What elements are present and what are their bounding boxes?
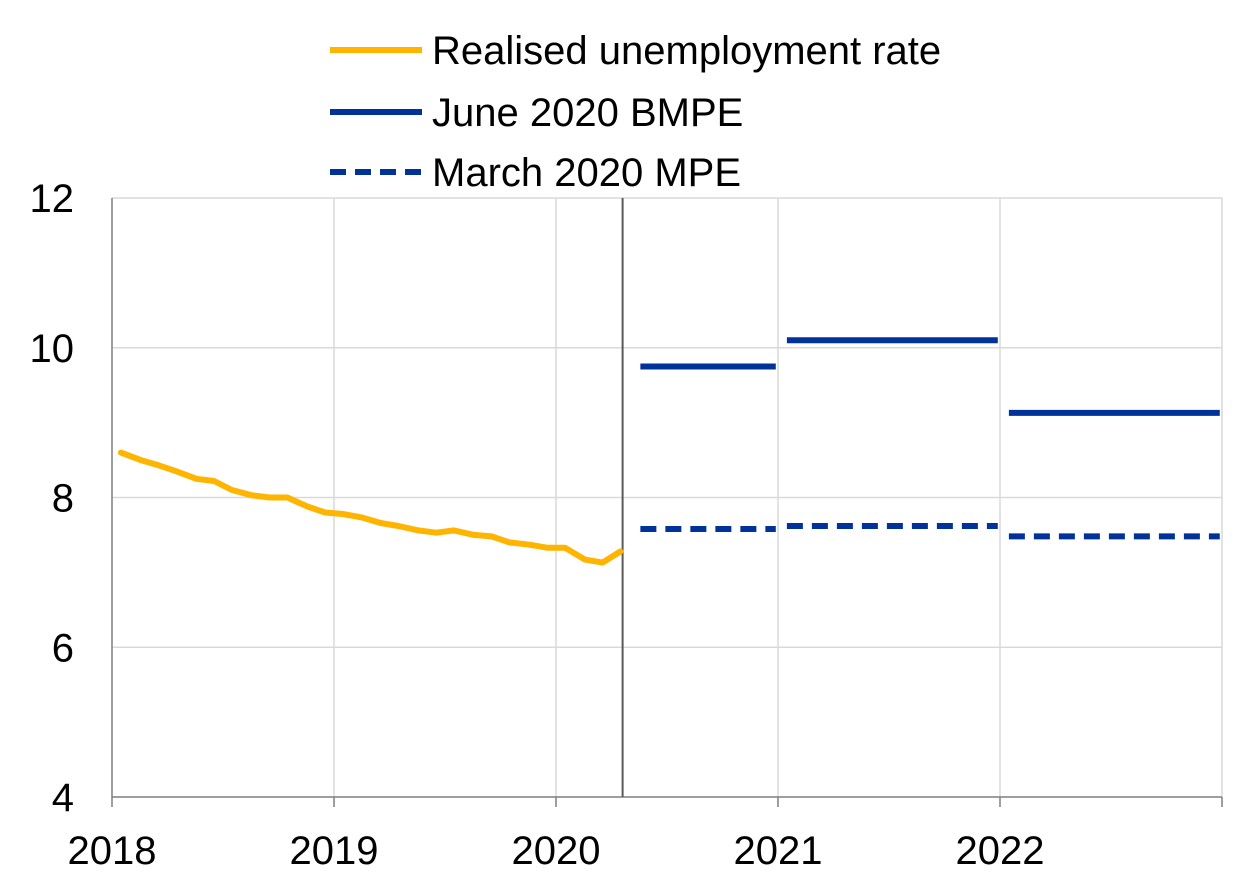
- x-tick-label: 2022: [956, 829, 1045, 873]
- series-line-realised: [117, 449, 624, 566]
- legend-label: June 2020 BMPE: [432, 91, 743, 135]
- y-tick-label: 10: [30, 327, 75, 371]
- y-tick-label: 6: [52, 626, 74, 670]
- x-tick-label: 2018: [68, 829, 157, 873]
- y-tick-label: 8: [52, 477, 74, 521]
- x-tick-label: 2019: [290, 829, 379, 873]
- legend-label: March 2020 MPE: [432, 151, 741, 195]
- legend: Realised unemployment rate June 2020 BMPE…: [330, 29, 941, 195]
- x-tick-label: 2020: [512, 829, 601, 873]
- gridlines: [112, 197, 1223, 797]
- series: [117, 337, 1220, 566]
- y-tick-label: 12: [30, 177, 75, 221]
- legend-label: Realised unemployment rate: [432, 29, 941, 73]
- y-tick-label: 4: [52, 776, 74, 820]
- axes: 4 6 8 10 12 2018 2019 2020 2021 2022: [30, 177, 1223, 873]
- x-tick-label: 2021: [734, 829, 823, 873]
